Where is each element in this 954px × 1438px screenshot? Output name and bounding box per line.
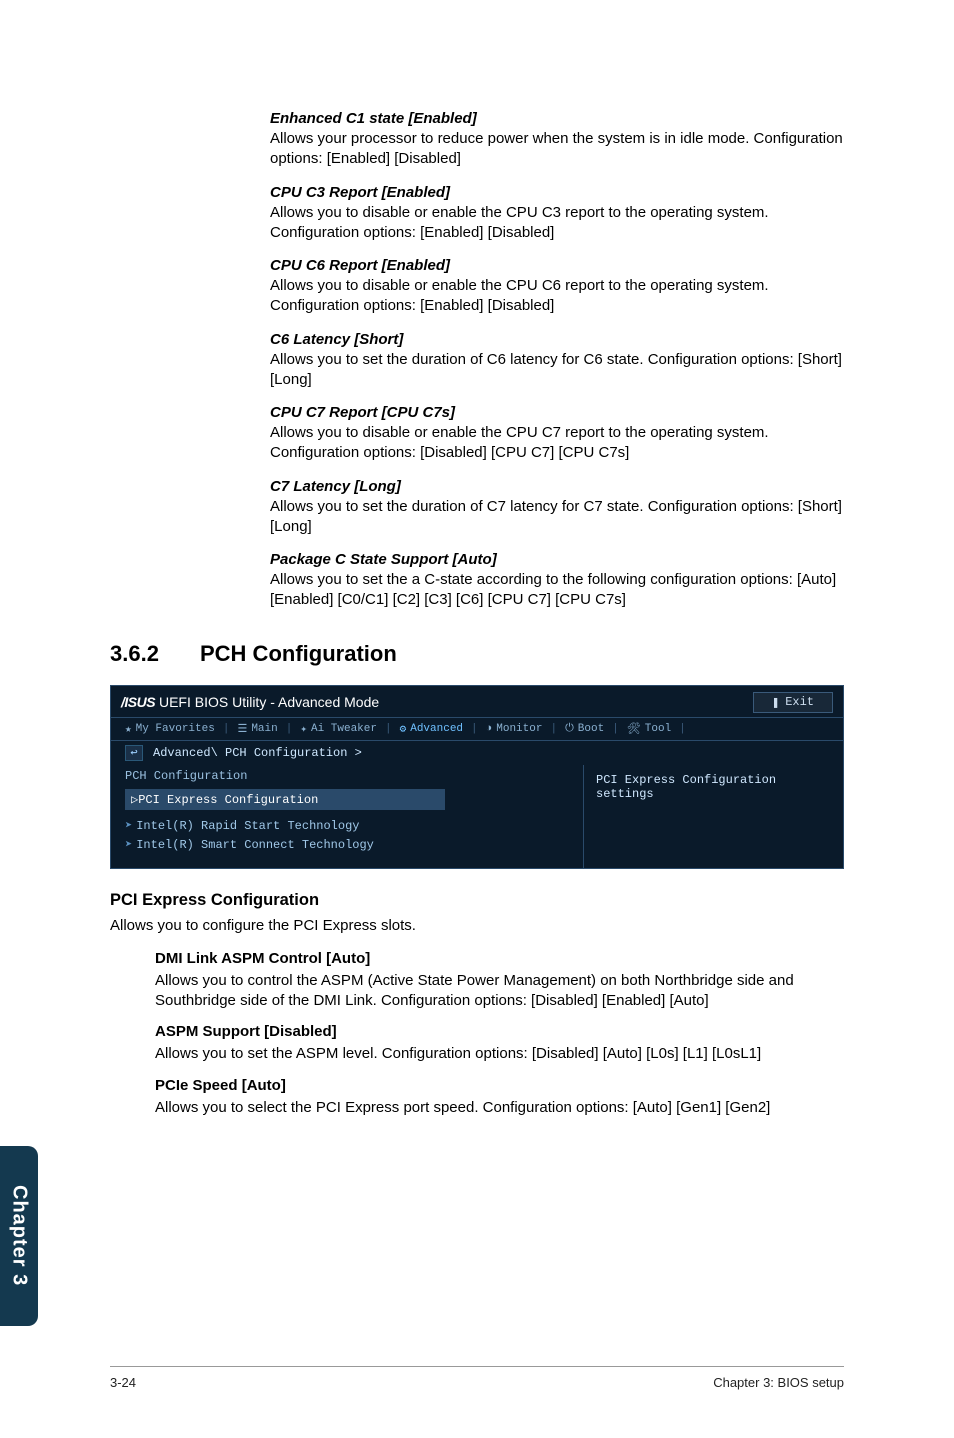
chapter-side-label: Chapter 3 xyxy=(8,1185,31,1286)
option-text: Allows you to select the PCI Express por… xyxy=(155,1098,844,1118)
tab-boot[interactable]: ⏻ Boot xyxy=(565,723,604,735)
chapter-side-tab: Chapter 3 xyxy=(0,1146,38,1326)
power-icon: ⏻ xyxy=(565,723,574,735)
bios-tabs: ★ My Favorites | ☰ Main | ✦ Ai Tweaker | ⚙A… xyxy=(111,717,843,741)
sub-text: Allows you to disable or enable the CPU … xyxy=(270,203,844,244)
footer-chapter: Chapter 3: BIOS setup xyxy=(713,1375,844,1390)
tab-tool[interactable]: 🛠 Tool xyxy=(627,722,671,736)
tab-favorites[interactable]: ★ My Favorites xyxy=(125,722,215,736)
sub-head: CPU C7 Report [CPU C7s] xyxy=(270,404,844,421)
breadcrumb: Advanced\ PCH Configuration > xyxy=(153,746,362,760)
brand-logo: /ISUS xyxy=(121,694,155,710)
tab-label: My Favorites xyxy=(136,723,215,735)
monitor-icon: ◑ xyxy=(486,723,493,735)
advanced-icon: ⚙ xyxy=(400,722,407,736)
tab-label: Ai Tweaker xyxy=(311,723,377,735)
sub-head: Enhanced C1 state [Enabled] xyxy=(270,110,844,127)
option-head: DMI Link ASPM Control [Auto] xyxy=(155,950,844,967)
sub-block: C7 Latency [Long] Allows you to set the … xyxy=(270,478,844,538)
sub-block: CPU C6 Report [Enabled] Allows you to di… xyxy=(270,257,844,317)
sub-head: CPU C6 Report [Enabled] xyxy=(270,257,844,274)
list-item-selected[interactable]: ▷PCI Express Configuration xyxy=(125,789,445,810)
indent-block: PCIe Speed [Auto] Allows you to select t… xyxy=(155,1077,844,1118)
indent-block: ASPM Support [Disabled] Allows you to se… xyxy=(155,1023,844,1064)
bios-columns: PCH Configuration ▷PCI Express Configura… xyxy=(111,765,843,868)
tab-sep: | xyxy=(679,723,686,735)
bios-left-panel: PCH Configuration ▷PCI Express Configura… xyxy=(111,765,583,868)
tab-sep: | xyxy=(612,723,619,735)
sub-block: CPU C3 Report [Enabled] Allows you to di… xyxy=(270,184,844,244)
tab-advanced[interactable]: ⚙Advanced xyxy=(400,722,463,736)
sub-text: Allows your processor to reduce power wh… xyxy=(270,129,844,170)
tab-sep: | xyxy=(385,723,392,735)
option-text: Allows you to set the ASPM level. Config… xyxy=(155,1044,844,1064)
body-text: Allows you to configure the PCI Express … xyxy=(110,916,844,936)
star-icon: ★ xyxy=(125,722,132,736)
indent-block: DMI Link ASPM Control [Auto] Allows you … xyxy=(155,950,844,1012)
sub-block: CPU C7 Report [CPU C7s] Allows you to di… xyxy=(270,404,844,464)
tab-main[interactable]: ☰ Main xyxy=(237,722,277,736)
sub-block: C6 Latency [Short] Allows you to set the… xyxy=(270,331,844,391)
list-item[interactable]: ➤ Intel(R) Smart Connect Technology xyxy=(125,835,569,854)
breadcrumb-row: ↩ Advanced\ PCH Configuration > xyxy=(111,741,843,765)
list-label: PCH Configuration xyxy=(125,769,569,783)
sub-block: Enhanced C1 state [Enabled] Allows your … xyxy=(270,110,844,170)
section-number: 3.6.2 xyxy=(110,641,200,667)
list-item-label: Intel(R) Smart Connect Technology xyxy=(136,838,374,852)
tab-label: Tool xyxy=(645,723,671,735)
subsection-heading: PCI Express Configuration xyxy=(110,891,844,910)
list-item[interactable]: ➤ Intel(R) Rapid Start Technology xyxy=(125,816,569,835)
tab-sep: | xyxy=(223,723,230,735)
exit-icon: ❚ xyxy=(772,695,779,710)
chevron-right-icon: ➤ xyxy=(125,819,132,833)
chevron-right-icon: ➤ xyxy=(125,838,132,852)
option-head: ASPM Support [Disabled] xyxy=(155,1023,844,1040)
sub-text: Allows you to disable or enable the CPU … xyxy=(270,423,844,464)
sub-block: Package C State Support [Auto] Allows yo… xyxy=(270,551,844,611)
section-heading: 3.6.2PCH Configuration xyxy=(110,641,844,667)
sub-head: C6 Latency [Short] xyxy=(270,331,844,348)
exit-button[interactable]: ❚ Exit xyxy=(753,692,833,713)
tab-tweaker[interactable]: ✦ Ai Tweaker xyxy=(300,722,377,736)
tab-label: Main xyxy=(251,723,277,735)
option-text: Allows you to control the ASPM (Active S… xyxy=(155,971,844,1012)
sub-text: Allows you to disable or enable the CPU … xyxy=(270,276,844,317)
list-icon: ☰ xyxy=(237,722,247,736)
tab-sep: | xyxy=(286,723,293,735)
tab-label: Boot xyxy=(578,723,604,735)
tab-label: Monitor xyxy=(496,723,542,735)
sub-text: Allows you to set the a C-state accordin… xyxy=(270,570,844,611)
tab-sep: | xyxy=(550,723,557,735)
chip-icon: ✦ xyxy=(300,722,307,736)
back-button[interactable]: ↩ xyxy=(125,745,143,761)
option-head: PCIe Speed [Auto] xyxy=(155,1077,844,1094)
help-text: PCI Express Configuration settings xyxy=(596,773,776,801)
bios-title-rest: UEFI BIOS Utility - Advanced Mode xyxy=(155,694,379,710)
page-footer: 3-24 Chapter 3: BIOS setup xyxy=(110,1366,844,1390)
tab-monitor[interactable]: ◑Monitor xyxy=(486,723,543,735)
sub-text: Allows you to set the duration of C6 lat… xyxy=(270,350,844,391)
bios-window: /ISUS UEFI BIOS Utility - Advanced Mode … xyxy=(110,685,844,869)
exit-label: Exit xyxy=(785,695,814,709)
tab-sep: | xyxy=(471,723,478,735)
sub-head: C7 Latency [Long] xyxy=(270,478,844,495)
bios-title-text: /ISUS UEFI BIOS Utility - Advanced Mode xyxy=(121,694,379,710)
tool-icon: 🛠 xyxy=(627,722,641,736)
section-title: PCH Configuration xyxy=(200,641,397,666)
sub-head: Package C State Support [Auto] xyxy=(270,551,844,568)
list-item-label: Intel(R) Rapid Start Technology xyxy=(136,819,359,833)
bios-titlebar: /ISUS UEFI BIOS Utility - Advanced Mode … xyxy=(111,686,843,717)
page-number: 3-24 xyxy=(110,1375,136,1390)
sub-head: CPU C3 Report [Enabled] xyxy=(270,184,844,201)
tab-label: Advanced xyxy=(410,723,463,735)
bios-right-panel: PCI Express Configuration settings xyxy=(583,765,843,868)
sub-text: Allows you to set the duration of C7 lat… xyxy=(270,497,844,538)
list-item-label: PCI Express Configuration xyxy=(138,793,318,807)
